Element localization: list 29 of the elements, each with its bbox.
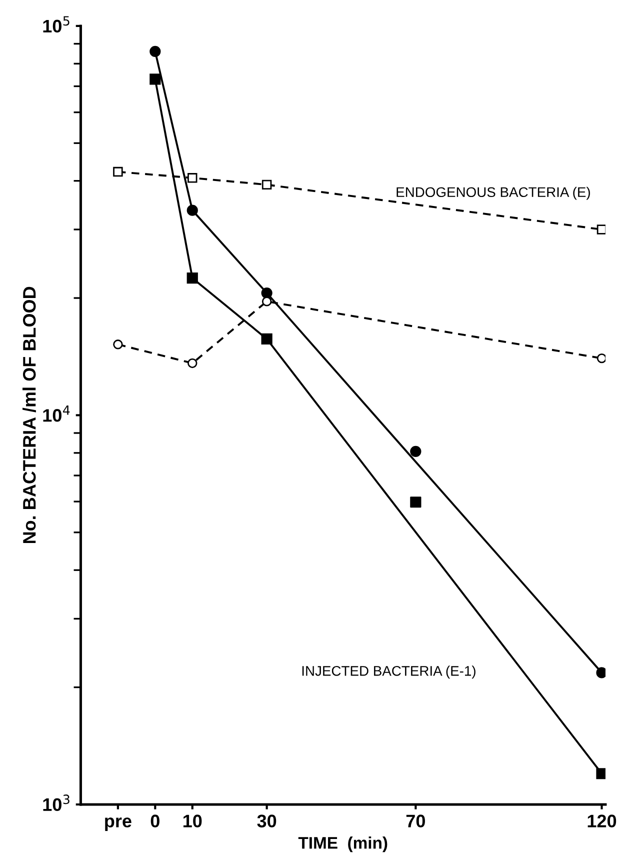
point <box>410 496 422 508</box>
point <box>262 296 272 306</box>
x-tick-label: 30 <box>257 814 276 828</box>
point <box>596 353 606 364</box>
point <box>596 224 606 234</box>
annotation: ENDOGENOUS BACTERIA (E) <box>396 186 590 200</box>
x-tick-label: 10 <box>183 814 202 828</box>
point <box>186 272 198 284</box>
y-axis-title: No. BACTERIA /ml OF BLOOD <box>22 286 36 544</box>
point <box>261 333 272 344</box>
point <box>113 340 123 350</box>
point <box>262 180 272 190</box>
y-tick-label: 10$^{3}$ <box>43 794 70 812</box>
x-tick-label: 120 <box>588 814 616 828</box>
x-tick-label: 70 <box>406 814 425 828</box>
y-tick-label: 10$^{4}$ <box>43 405 70 422</box>
x-tick-label: 0 <box>150 814 160 828</box>
point <box>150 74 161 85</box>
point <box>150 46 161 58</box>
point <box>188 173 198 183</box>
y-tick-label: 10$^{5}$ <box>43 16 70 33</box>
point <box>261 287 272 299</box>
point <box>113 166 123 177</box>
point <box>188 358 198 368</box>
annotation: INJECTED BACTERIA (E-1) <box>302 666 476 679</box>
point <box>410 446 422 458</box>
x-axis-title: TIME (min) <box>298 836 388 852</box>
point <box>186 204 198 216</box>
x-tick-label: pre <box>105 818 132 832</box>
